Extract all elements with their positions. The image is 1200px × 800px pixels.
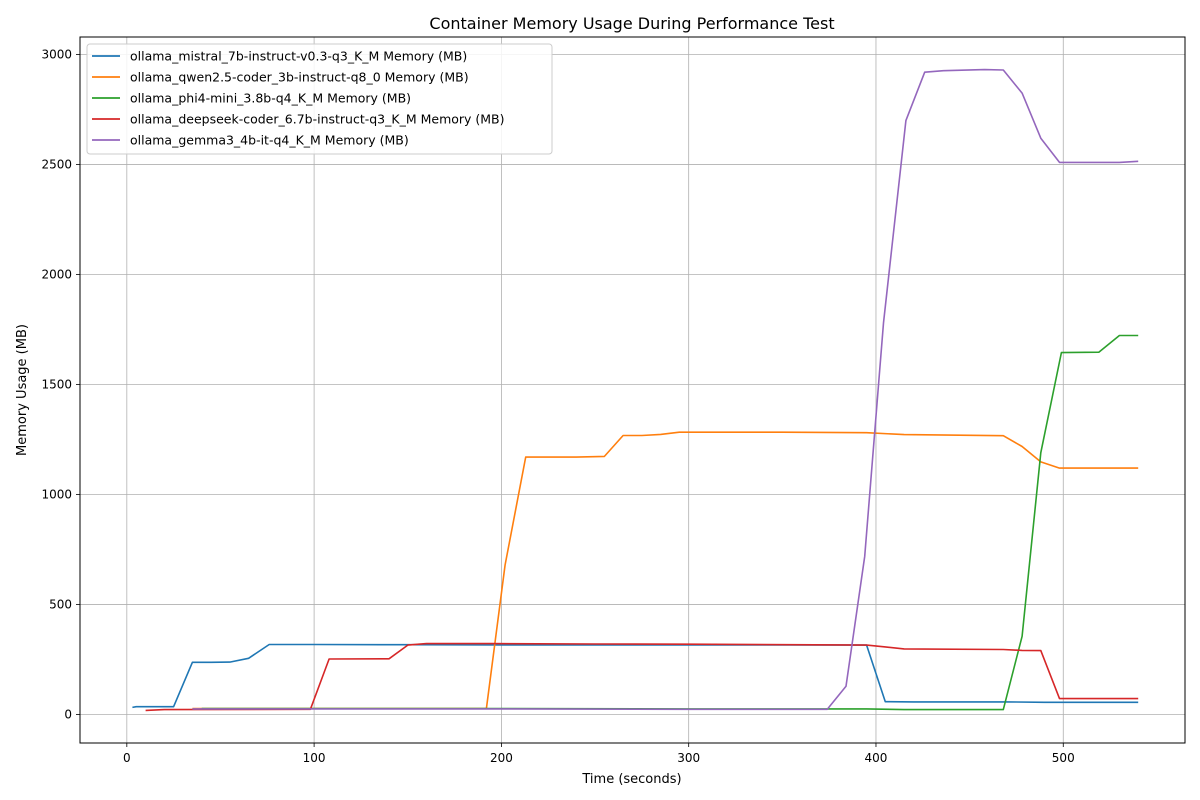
legend-entry: ollama_phi4-mini_3.8b-q4_K_M Memory (MB) xyxy=(130,91,411,106)
x-tick-label: 400 xyxy=(865,751,888,765)
series-line-5 xyxy=(192,68,1139,711)
plot-frame xyxy=(79,36,1186,744)
x-axis-label: Time (seconds) xyxy=(581,772,681,787)
y-tick-label: 2000 xyxy=(41,268,72,282)
legend-entry: ollama_gemma3_4b-it-q4_K_M Memory (MB) xyxy=(130,133,409,148)
y-tick-label: 2500 xyxy=(41,158,72,172)
x-tick-label: 300 xyxy=(677,751,700,765)
x-tick-label: 0 xyxy=(123,751,131,765)
y-tick-label: 0 xyxy=(64,707,72,721)
series-line-2 xyxy=(192,431,1139,710)
axis-ticks: 0 100 200 300 400 500 0 500 1000 1500 2000 2500 3000 xyxy=(41,48,1074,765)
y-axis-label: Memory Usage (MB) xyxy=(15,324,30,456)
series-lines xyxy=(132,68,1139,712)
legend-entry: ollama_mistral_7b-instruct-v0.3-q3_K_M M… xyxy=(130,49,467,64)
y-tick-label: 1500 xyxy=(41,378,72,392)
grid xyxy=(80,37,1185,743)
legend: ollama_mistral_7b-instruct-v0.3-q3_K_M M… xyxy=(86,43,553,155)
y-tick-label: 1000 xyxy=(41,487,72,501)
x-tick-label: 500 xyxy=(1052,751,1075,765)
legend-box xyxy=(86,43,553,155)
chart-title: Container Memory Usage During Performanc… xyxy=(429,14,834,33)
y-tick-label: 500 xyxy=(49,597,72,611)
series-line-4 xyxy=(145,642,1139,712)
legend-entry: ollama_qwen2.5-coder_3b-instruct-q8_0 Me… xyxy=(130,70,469,85)
legend-entry: ollama_deepseek-coder_6.7b-instruct-q3_K… xyxy=(130,112,505,127)
x-tick-label: 100 xyxy=(303,751,326,765)
x-tick-label: 200 xyxy=(490,751,513,765)
y-tick-label: 3000 xyxy=(41,48,72,62)
series-line-1 xyxy=(132,643,1139,709)
